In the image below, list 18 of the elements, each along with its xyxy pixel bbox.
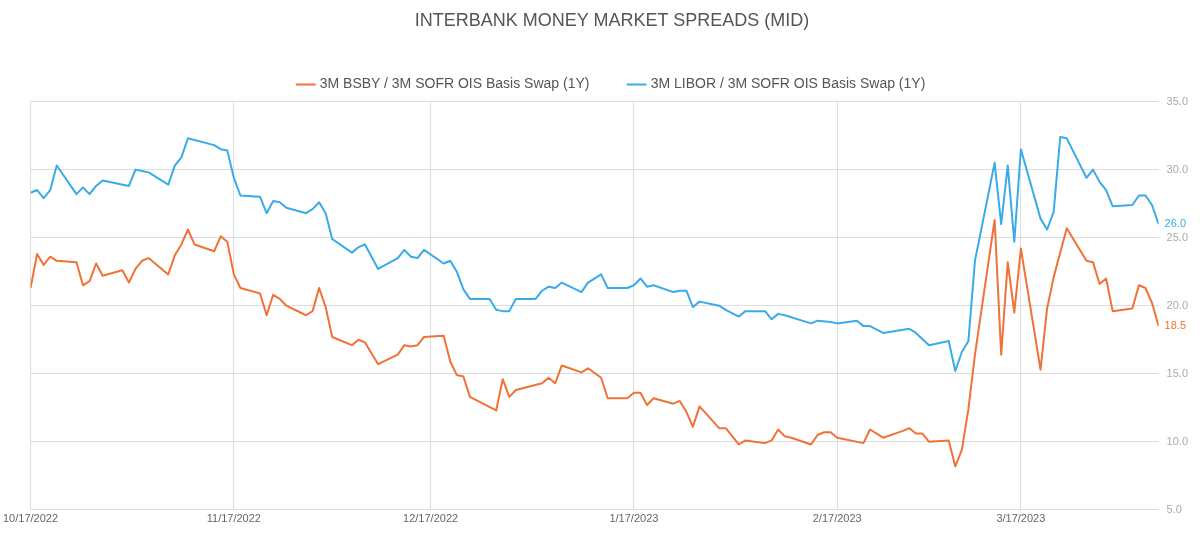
y-tick-label: 10.0 [1166, 434, 1189, 447]
x-tick-label: 2/17/2023 [812, 512, 862, 525]
annotation: 18.5 [1164, 319, 1187, 332]
annotation: 26.0 [1164, 217, 1187, 230]
legend-label: 3M LIBOR / 3M SOFR OIS Basis Swap (1Y) [650, 75, 926, 92]
legend-label: 3M BSBY / 3M SOFR OIS Basis Swap (1Y) [319, 75, 590, 92]
x-tick-label: 3/17/2023 [996, 512, 1046, 525]
x-tick-label: 10/17/2022 [3, 512, 59, 525]
x-tick-label: 11/17/2022 [206, 512, 261, 525]
y-tick-label: 5.0 [1166, 502, 1182, 515]
x-tick-label: 1/17/2023 [609, 512, 659, 525]
x-tick-label: 12/17/2022 [403, 512, 459, 525]
chart-title: INTERBANK MONEY MARKET SPREADS (MID) [414, 9, 810, 30]
y-tick-label: 25.0 [1166, 230, 1189, 243]
y-tick-label: 15.0 [1166, 366, 1189, 379]
y-tick-label: 35.0 [1166, 94, 1189, 107]
y-tick-label: 30.0 [1166, 162, 1189, 175]
y-tick-label: 20.0 [1166, 298, 1189, 311]
